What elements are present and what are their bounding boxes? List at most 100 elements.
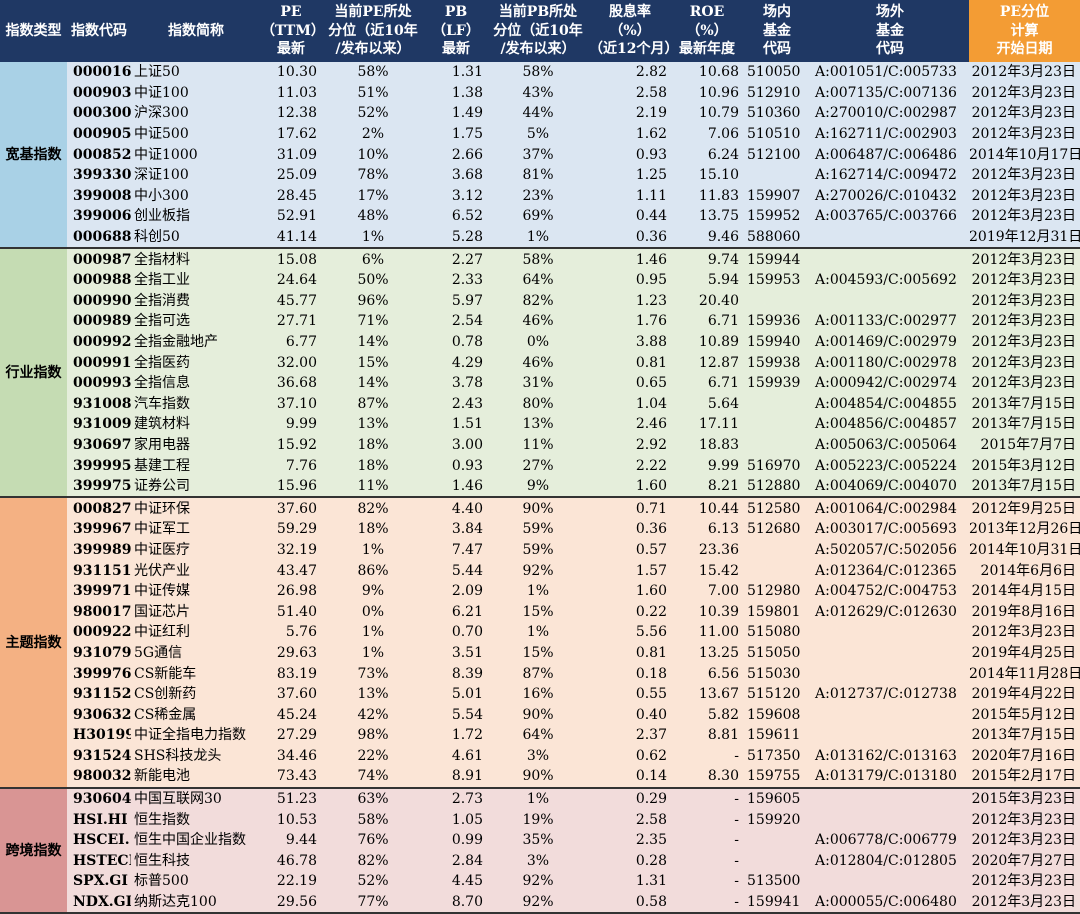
roe-value: 11.83 <box>671 185 743 207</box>
table-row: 000988 全指工业 24.64 50% 2.33 64% 0.95 5.94 159953 A… <box>0 269 1080 291</box>
index-code: 399330 <box>67 164 131 186</box>
offsite-fund-code: A:001133/C:002977 <box>811 311 969 332</box>
pe-start-date: 2015年2月17日 <box>969 766 1080 789</box>
table-row: 399330 深证100 25.09 78% 3.68 81% 1.25 15.10 A:162… <box>0 164 1080 186</box>
pb-percentile: 44% <box>487 103 589 124</box>
pe-value: 32.00 <box>261 352 321 373</box>
table-row: 931152 CS创新药 37.60 13% 5.01 16% 0.55 13.67 51512… <box>0 683 1080 705</box>
index-name: 国证芯片 <box>131 601 261 623</box>
header-pe-start-date: PE分位 计算 开始日期 <box>969 0 1080 62</box>
index-name: 中国互联网30 <box>131 787 261 810</box>
offsite-fund-code: A:013162/C:013163 <box>811 745 969 767</box>
pe-start-date: 2012年3月23日 <box>969 871 1080 892</box>
table-row: 399975 证券公司 15.96 11% 1.46 9% 1.60 8.21 512880 A:… <box>0 475 1080 499</box>
index-code: 399989 <box>67 539 131 561</box>
index-name: 全指信息 <box>131 372 261 394</box>
dividend-yield: 0.22 <box>589 601 671 623</box>
onsite-fund-code <box>743 290 811 312</box>
pe-start-date: 2015年5月12日 <box>969 704 1080 725</box>
pe-percentile: 22% <box>321 745 425 767</box>
table-row: 000991 全指医药 32.00 15% 4.29 46% 0.81 12.87 159938… <box>0 352 1080 373</box>
dividend-yield: 1.60 <box>589 475 671 499</box>
dividend-yield: 1.46 <box>589 248 671 270</box>
header-pb: PB （LF） 最新 <box>425 0 487 62</box>
index-code: 000688 <box>67 226 131 250</box>
roe-value: 15.42 <box>671 560 743 581</box>
index-code: 931152 <box>67 683 131 705</box>
index-code: 399006 <box>67 206 131 227</box>
pe-percentile: 1% <box>321 622 425 643</box>
offsite-fund-code: A:162711/C:002903 <box>811 123 969 145</box>
pb-value: 1.49 <box>425 103 487 124</box>
roe-value: - <box>671 745 743 767</box>
pe-start-date: 2012年3月23日 <box>969 62 1080 83</box>
table-row: 931009 建筑材料 9.99 13% 1.51 13% 2.46 17.11 A:00485… <box>0 414 1080 435</box>
table-body: 宽基指数 000016 上证50 10.30 58% 1.31 58% 2.82 10.68 51… <box>0 62 1080 914</box>
pe-start-date: 2012年3月23日 <box>969 82 1080 104</box>
onsite-fund-code: 515120 <box>743 683 811 705</box>
pe-start-date: 2013年12月26日 <box>969 519 1080 540</box>
index-name: 上证50 <box>131 62 261 83</box>
index-name: 全指金融地产 <box>131 331 261 353</box>
pe-start-date: 2012年3月23日 <box>969 891 1080 914</box>
table-row: HSCEI. 恒生中国企业指数 9.44 76% 0.99 35% 2.35- A:00677… <box>0 829 1080 851</box>
pe-percentile: 77% <box>321 891 425 914</box>
pe-start-date: 2012年3月23日 <box>969 622 1080 643</box>
pb-percentile: 82% <box>487 290 589 312</box>
pb-value: 5.44 <box>425 560 487 581</box>
pb-value: 1.75 <box>425 123 487 145</box>
header-code: 指数代码 <box>67 0 131 62</box>
index-code: HSTECH <box>67 850 131 872</box>
table-row: 000990 全指消费 45.77 96% 5.97 82% 1.23 20.40 2012年3… <box>0 290 1080 312</box>
roe-value: 6.71 <box>671 311 743 332</box>
pb-percentile: 69% <box>487 206 589 227</box>
pb-percentile: 15% <box>487 601 589 623</box>
offsite-fund-code: A:012629/C:012630 <box>811 601 969 623</box>
dividend-yield: 0.65 <box>589 372 671 394</box>
index-name: 中证1000 <box>131 144 261 165</box>
offsite-fund-code: A:004856/C:004857 <box>811 414 969 435</box>
onsite-fund-code: 512680 <box>743 519 811 540</box>
pe-start-date: 2012年3月23日 <box>969 123 1080 145</box>
pb-value: 8.70 <box>425 891 487 914</box>
dividend-yield: 0.29 <box>589 787 671 810</box>
roe-value: 20.40 <box>671 290 743 312</box>
index-name: 恒生科技 <box>131 850 261 872</box>
dividend-yield: 2.82 <box>589 62 671 83</box>
pe-value: 73.43 <box>261 766 321 789</box>
dividend-yield: 0.55 <box>589 683 671 705</box>
pe-value: 27.29 <box>261 725 321 746</box>
header-pb-percentile-line: /发布以来） <box>500 41 576 58</box>
pe-value: 83.19 <box>261 663 321 684</box>
index-code: 930632 <box>67 704 131 725</box>
index-name: 中证全指电力指数 <box>131 725 261 746</box>
index-name: CS创新药 <box>131 683 261 705</box>
offsite-fund-code: A:004854/C:004855 <box>811 393 969 415</box>
pb-percentile: 81% <box>487 164 589 186</box>
index-code: 000852 <box>67 144 131 165</box>
offsite-fund-code: A:013179/C:013180 <box>811 766 969 789</box>
pe-percentile: 6% <box>321 248 425 270</box>
pe-percentile: 71% <box>321 311 425 332</box>
pe-start-date: 2012年3月23日 <box>969 290 1080 312</box>
pb-value: 0.99 <box>425 829 487 851</box>
index-name: 新能电池 <box>131 766 261 789</box>
pb-value: 4.61 <box>425 745 487 767</box>
pe-value: 26.98 <box>261 580 321 602</box>
offsite-fund-code <box>811 642 969 664</box>
index-code: 000903 <box>67 82 131 104</box>
roe-value: 12.87 <box>671 352 743 373</box>
index-name: 光伏产业 <box>131 560 261 581</box>
onsite-fund-code: 159952 <box>743 206 811 227</box>
pb-value: 3.12 <box>425 185 487 207</box>
table-row: 000989 全指可选 27.71 71% 2.54 46% 1.76 6.71 159936 A… <box>0 311 1080 332</box>
header-roe-line: （%） <box>686 22 728 39</box>
pe-value: 52.91 <box>261 206 321 227</box>
onsite-fund-code: 159608 <box>743 704 811 725</box>
offsite-fund-code: A:162714/C:009472 <box>811 164 969 186</box>
pb-value: 2.54 <box>425 311 487 332</box>
offsite-fund-code: A:270010/C:002987 <box>811 103 969 124</box>
pe-value: 43.47 <box>261 560 321 581</box>
